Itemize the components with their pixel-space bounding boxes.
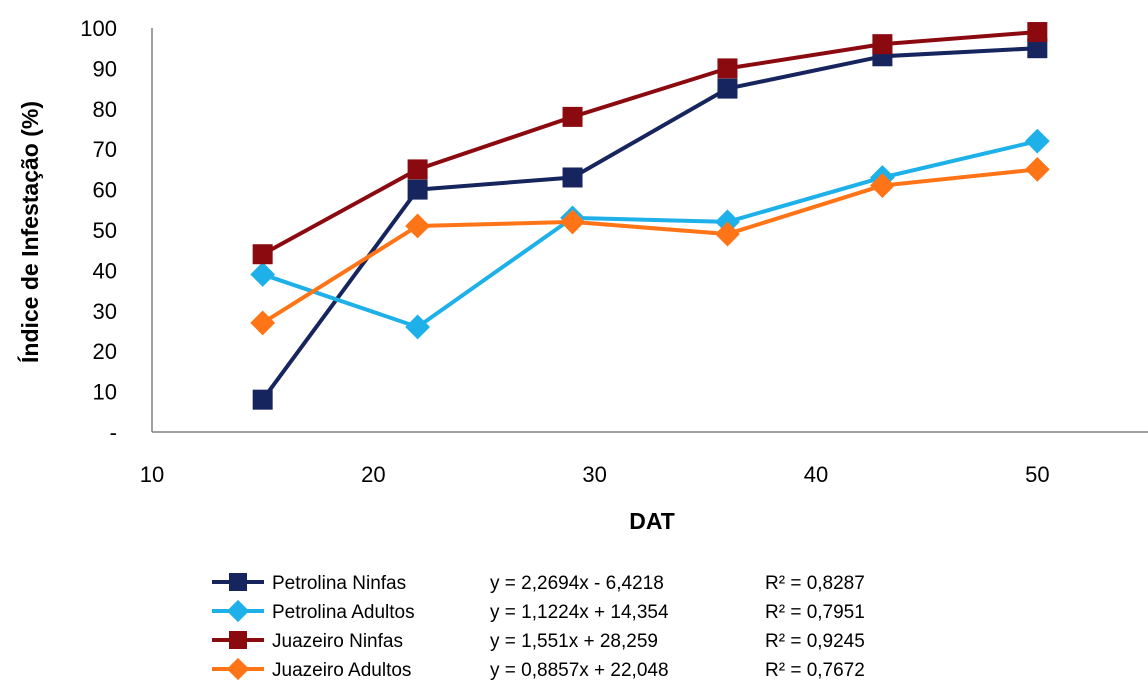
legend-r-squared: R² = 0,7951 — [765, 602, 865, 623]
legend-r-squared: R² = 0,7672 — [765, 660, 865, 681]
y-tick-label: 70 — [93, 137, 117, 162]
y-tick-label: 40 — [93, 258, 117, 283]
data-point — [717, 78, 738, 99]
series-group — [252, 22, 1048, 265]
data-point — [1027, 22, 1048, 43]
y-tick-labels: - 10 20 30 40 50 60 70 80 90 100 — [80, 16, 117, 445]
x-tick-label: 20 — [361, 462, 385, 487]
series-line — [260, 139, 1040, 329]
legend-swatch-marker — [229, 573, 247, 591]
y-tick-label: - — [110, 420, 117, 445]
legend: Petrolina Ninfas y = 2,2694x - 6,4218 R² =… — [212, 573, 865, 681]
data-point — [405, 314, 430, 340]
legend-trend-equation: y = 2,2694x - 6,4218 — [490, 573, 664, 594]
x-tick-label: 50 — [1025, 462, 1049, 487]
data-point — [1024, 128, 1050, 154]
legend-swatch-marker — [226, 599, 250, 623]
data-point — [250, 310, 276, 336]
data-point — [562, 167, 583, 188]
series-group — [250, 128, 1050, 340]
y-tick-label: 20 — [93, 339, 117, 364]
data-point — [870, 173, 895, 198]
axes — [151, 28, 1148, 433]
data-point — [872, 34, 893, 55]
legend-entry: Petrolina Adultos y = 1,1224x + 14,354 R² … — [212, 599, 865, 623]
legend-entry: Petrolina Ninfas y = 2,2694x - 6,4218 R² =… — [212, 573, 865, 594]
data-point — [407, 159, 428, 180]
y-tick-label: 50 — [93, 218, 117, 243]
legend-swatch-marker — [226, 657, 250, 681]
legend-entry: Juazeiro Ninfas y = 1,551x + 28,259 R² = 0… — [212, 631, 865, 652]
series-line — [260, 30, 1040, 257]
y-tick-label: 80 — [93, 97, 117, 122]
data-point — [250, 262, 276, 287]
series-layer — [250, 22, 1050, 410]
data-point — [407, 179, 428, 200]
data-point — [1024, 157, 1050, 182]
data-point — [252, 244, 273, 265]
legend-series-name: Petrolina Adultos — [272, 602, 415, 623]
legend-trend-equation: y = 1,1224x + 14,354 — [490, 602, 669, 623]
data-point — [715, 221, 740, 247]
data-point — [252, 389, 273, 410]
x-tick-label: 10 — [140, 462, 164, 487]
y-tick-label: 100 — [80, 16, 117, 41]
legend-series-name: Petrolina Ninfas — [272, 573, 406, 594]
legend-trend-equation: y = 0,8857x + 22,048 — [490, 660, 669, 681]
series-line — [260, 167, 1040, 325]
x-tick-labels: 10 20 30 40 50 — [140, 462, 1050, 487]
y-tick-label: 90 — [93, 56, 117, 81]
legend-series-name: Juazeiro Ninfas — [272, 631, 403, 652]
series-group — [250, 157, 1050, 336]
legend-r-squared: R² = 0,9245 — [765, 631, 865, 652]
data-point — [560, 209, 585, 235]
legend-entry: Juazeiro Adultos y = 0,8857x + 22,048 R² =… — [212, 657, 865, 681]
legend-swatch-marker — [229, 631, 247, 649]
series-line — [260, 46, 1040, 402]
x-tick-label: 30 — [582, 462, 606, 487]
x-tick-label: 40 — [804, 462, 828, 487]
data-point — [405, 213, 430, 239]
legend-r-squared: R² = 0,8287 — [765, 573, 865, 594]
y-tick-label: 60 — [93, 178, 117, 203]
legend-series-name: Juazeiro Adultos — [272, 660, 411, 681]
data-point — [562, 106, 583, 127]
y-tick-label: 30 — [93, 299, 117, 324]
x-axis-title: DAT — [629, 508, 675, 534]
legend-trend-equation: y = 1,551x + 28,259 — [490, 631, 658, 652]
data-point — [1027, 38, 1048, 59]
y-axis-title: Índice de Infestação (%) — [16, 101, 43, 363]
y-tick-label: 10 — [93, 380, 117, 405]
data-point — [717, 58, 738, 79]
